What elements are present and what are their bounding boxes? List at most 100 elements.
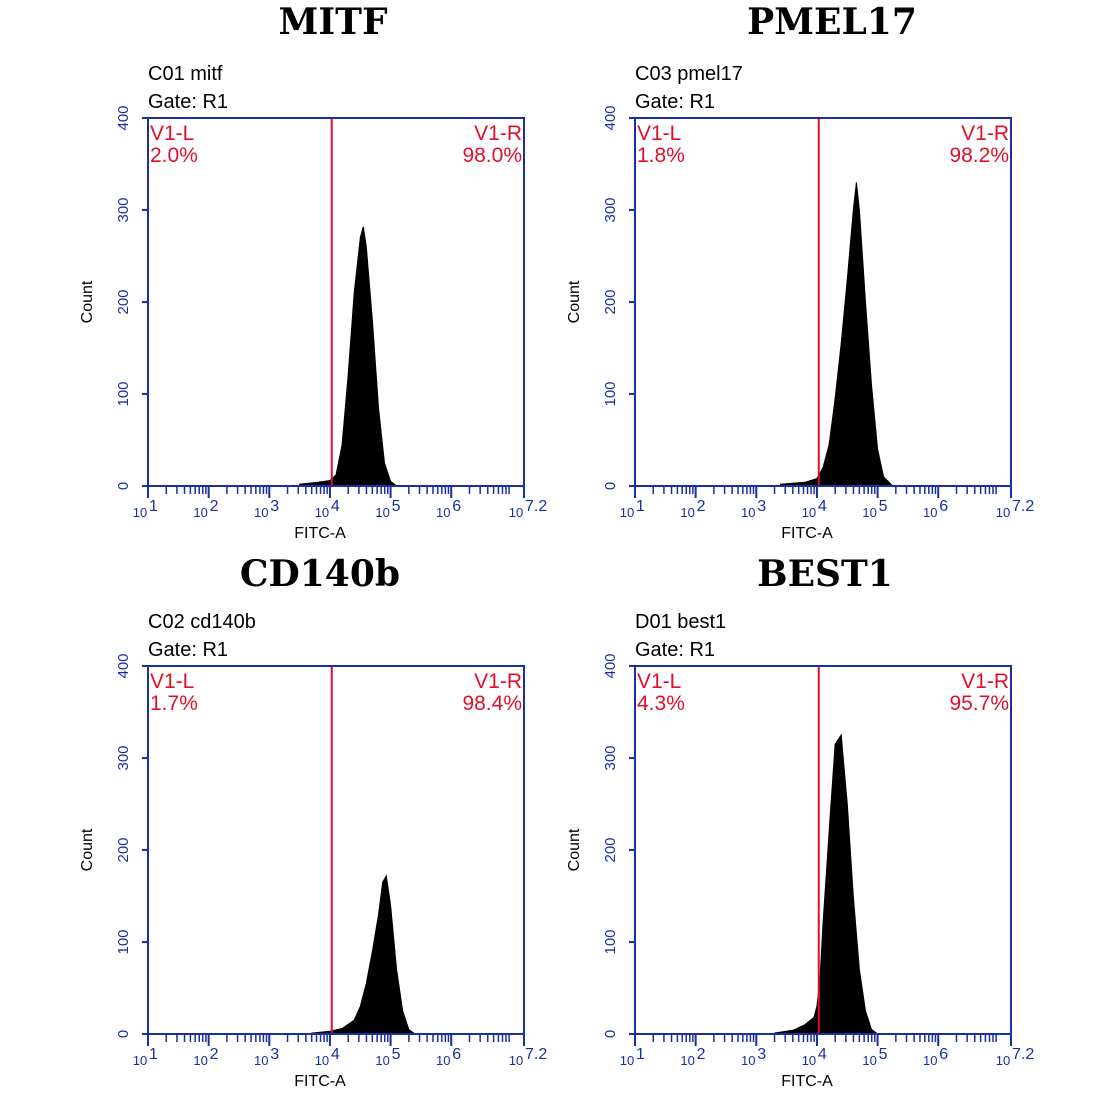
sample-label: C03 pmel17: [635, 63, 743, 85]
x-tick-exponent: 2: [210, 498, 219, 515]
y-axis-label: Count: [79, 280, 96, 323]
histogram-area: [774, 733, 880, 1035]
x-tick-exponent: 4: [331, 1046, 340, 1063]
region-left-pct: 1.7%: [150, 692, 198, 715]
sample-label: C01 mitf: [148, 63, 223, 85]
x-tick-base: 10: [741, 505, 755, 520]
x-tick-exponent: 7.2: [1012, 1046, 1034, 1063]
x-tick-exponent: 2: [697, 498, 706, 515]
y-tick-label: 300: [115, 745, 132, 770]
region-left-name: V1-L: [150, 122, 194, 145]
plot-frame: [634, 117, 1012, 487]
sample-label: C02 cd140b: [148, 611, 256, 633]
y-tick-label: 400: [115, 105, 132, 130]
region-right-pct: 98.0%: [462, 144, 522, 167]
x-tick-base: 10: [315, 1053, 329, 1068]
region-left-name: V1-L: [637, 670, 681, 693]
x-tick-base: 10: [862, 1053, 876, 1068]
gate-label: Gate: R1: [148, 91, 228, 113]
x-tick-exponent: 5: [392, 1046, 401, 1063]
x-tick-base: 10: [996, 1053, 1010, 1068]
y-tick-label: 100: [602, 381, 619, 406]
x-tick-exponent: 4: [818, 1046, 827, 1063]
y-tick-label: 0: [602, 482, 619, 490]
y-axis-label: Count: [566, 828, 583, 871]
y-tick-label: 200: [115, 837, 132, 862]
plot-frame: [147, 665, 525, 1035]
x-tick-base: 10: [620, 505, 634, 520]
region-right-pct: 98.4%: [462, 692, 522, 715]
x-tick-exponent: 6: [452, 1046, 461, 1063]
x-tick-exponent: 4: [331, 498, 340, 515]
y-tick-label: 400: [115, 653, 132, 678]
x-tick-exponent: 2: [210, 1046, 219, 1063]
y-tick-label: 200: [602, 289, 619, 314]
x-tick-base: 10: [436, 1053, 450, 1068]
histogram-area: [311, 874, 417, 1035]
gate-label: Gate: R1: [148, 639, 228, 661]
x-tick-exponent: 1: [636, 1046, 645, 1063]
x-tick-base: 10: [375, 505, 389, 520]
x-tick-exponent: 3: [270, 1046, 279, 1063]
y-tick-label: 300: [602, 197, 619, 222]
x-tick-base: 10: [923, 1053, 937, 1068]
x-tick-base: 10: [315, 505, 329, 520]
x-tick-exponent: 4: [818, 498, 827, 515]
x-tick-exponent: 3: [757, 498, 766, 515]
x-tick-exponent: 1: [149, 498, 158, 515]
x-tick-base: 10: [133, 505, 147, 520]
x-tick-base: 10: [193, 505, 207, 520]
region-left-pct: 2.0%: [150, 144, 198, 167]
x-tick-base: 10: [509, 1053, 523, 1068]
region-right-name: V1-R: [474, 670, 522, 693]
x-axis-label: FITC-A: [294, 1073, 346, 1090]
x-tick-base: 10: [193, 1053, 207, 1068]
region-right-pct: 98.2%: [949, 144, 1009, 167]
histogram-area: [780, 182, 894, 487]
x-tick-base: 10: [680, 1053, 694, 1068]
x-tick-exponent: 7.2: [525, 498, 547, 515]
y-tick-label: 400: [602, 653, 619, 678]
x-tick-exponent: 7.2: [1012, 498, 1034, 515]
x-tick-base: 10: [254, 505, 268, 520]
x-tick-exponent: 6: [939, 498, 948, 515]
x-tick-exponent: 5: [879, 498, 888, 515]
region-right-name: V1-R: [961, 670, 1009, 693]
y-tick-label: 400: [602, 105, 619, 130]
x-axis-label: FITC-A: [294, 525, 346, 542]
x-tick-base: 10: [996, 505, 1010, 520]
plot-frame: [147, 117, 525, 487]
region-left-name: V1-L: [637, 122, 681, 145]
x-tick-exponent: 3: [757, 1046, 766, 1063]
y-axis-label: Count: [566, 280, 583, 323]
y-tick-label: 0: [115, 482, 132, 490]
x-tick-base: 10: [254, 1053, 268, 1068]
x-tick-exponent: 7.2: [525, 1046, 547, 1063]
x-tick-exponent: 1: [636, 498, 645, 515]
x-tick-base: 10: [375, 1053, 389, 1068]
panel-title: CD140b: [240, 553, 400, 595]
x-tick-exponent: 5: [879, 1046, 888, 1063]
x-tick-exponent: 1: [149, 1046, 158, 1063]
region-left-name: V1-L: [150, 670, 194, 693]
y-axis-label: Count: [79, 828, 96, 871]
y-tick-label: 0: [602, 1030, 619, 1038]
x-tick-exponent: 5: [392, 498, 401, 515]
x-axis-label: FITC-A: [781, 525, 833, 542]
y-tick-label: 300: [602, 745, 619, 770]
x-tick-base: 10: [923, 505, 937, 520]
region-right-pct: 95.7%: [949, 692, 1009, 715]
x-tick-base: 10: [680, 505, 694, 520]
region-right-name: V1-R: [961, 122, 1009, 145]
panel-title: BEST1: [757, 553, 893, 595]
panel-title: MITF: [278, 1, 387, 43]
y-tick-label: 100: [115, 929, 132, 954]
y-tick-label: 0: [115, 1030, 132, 1038]
histogram-area: [299, 226, 399, 487]
x-tick-exponent: 2: [697, 1046, 706, 1063]
gate-label: Gate: R1: [635, 91, 715, 113]
y-tick-label: 300: [115, 197, 132, 222]
region-right-name: V1-R: [474, 122, 522, 145]
y-tick-label: 200: [602, 837, 619, 862]
